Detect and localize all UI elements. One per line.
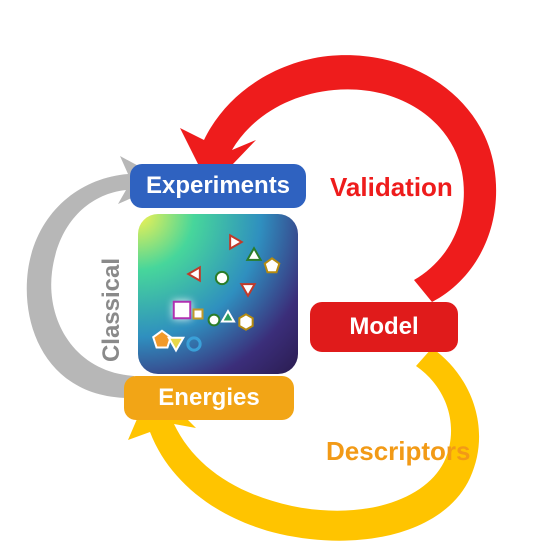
energies-box: Energies	[124, 376, 294, 420]
model-label: Model	[349, 313, 418, 341]
scatter-svg	[138, 214, 298, 374]
model-box: Model	[310, 302, 458, 352]
classical-label: Classical	[98, 258, 126, 362]
energies-label: Energies	[158, 384, 259, 412]
experiments-box: Experiments	[130, 164, 306, 208]
experiments-label: Experiments	[146, 172, 290, 200]
validation-label: Validation	[330, 172, 453, 203]
scatter-panel	[138, 214, 298, 374]
descriptors-label: Descriptors	[326, 436, 471, 467]
diagram-stage: Experiments Model Energies Validation De…	[0, 0, 546, 558]
